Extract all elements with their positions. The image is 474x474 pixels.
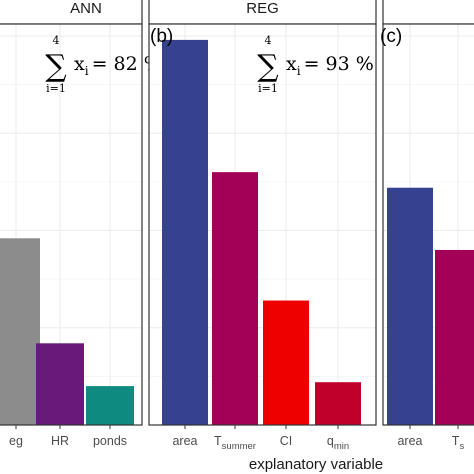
sum-upper-limit: 4 bbox=[265, 34, 272, 47]
sum-upper-limit: 4 bbox=[53, 34, 60, 47]
bar-eg bbox=[0, 238, 40, 425]
x-tick-label: qmin bbox=[327, 434, 349, 452]
bar-ponds bbox=[86, 386, 134, 425]
x-tick-label: CI bbox=[280, 434, 293, 448]
x-tick-label: HR bbox=[51, 434, 69, 448]
bar-t bbox=[435, 249, 474, 425]
facet-strip bbox=[382, 0, 474, 25]
facet-strip-title: REG bbox=[246, 0, 279, 17]
panel-border bbox=[148, 23, 377, 426]
x-tick-label: area bbox=[397, 434, 422, 448]
sum-annotation: 4 ∑i=1 xi = 82 % bbox=[45, 34, 162, 95]
sum-lower-limit: i=1 bbox=[258, 82, 278, 95]
facet-strip-title: ANN bbox=[70, 0, 102, 17]
sum-expression: xi = 93 % bbox=[286, 53, 374, 78]
bar-q bbox=[315, 382, 361, 425]
chart-panel-1: ANN eg HR ponds 4 ∑i=1 xi = 82 % bbox=[0, 0, 162, 448]
bar-area bbox=[387, 187, 433, 425]
sum-annotation: 4 ∑i=1 xi = 93 % bbox=[257, 34, 374, 95]
chart-panel-2: REG area Tsummer CI qmin (b) 4 ∑i=1 xi = 93 % bbox=[148, 0, 377, 452]
x-tick-label: Ts bbox=[452, 434, 465, 452]
x-tick-label: ponds bbox=[93, 434, 127, 448]
sum-lower-limit: i=1 bbox=[46, 82, 66, 95]
panel-border bbox=[0, 23, 143, 426]
sum-symbol: ∑ bbox=[257, 49, 279, 84]
panel-letter: (c) bbox=[380, 26, 402, 47]
bar-area bbox=[162, 39, 208, 425]
x-tick-label: eg bbox=[9, 434, 23, 448]
sum-expression: xi = 82 % bbox=[74, 53, 162, 78]
facet-strip bbox=[0, 0, 143, 25]
sum-symbol: ∑ bbox=[45, 49, 67, 84]
x-tick-label: Tsummer bbox=[214, 434, 256, 452]
bar-ci bbox=[263, 300, 309, 425]
panel-border bbox=[382, 23, 474, 426]
chart-panel-3: area Ts (c) bbox=[380, 0, 474, 452]
x-tick-label: area bbox=[172, 434, 197, 448]
bar-hr bbox=[36, 343, 84, 425]
x-axis-title: explanatory variable bbox=[249, 456, 383, 473]
panel-letter: (b) bbox=[150, 26, 173, 47]
bar-t bbox=[212, 172, 258, 425]
